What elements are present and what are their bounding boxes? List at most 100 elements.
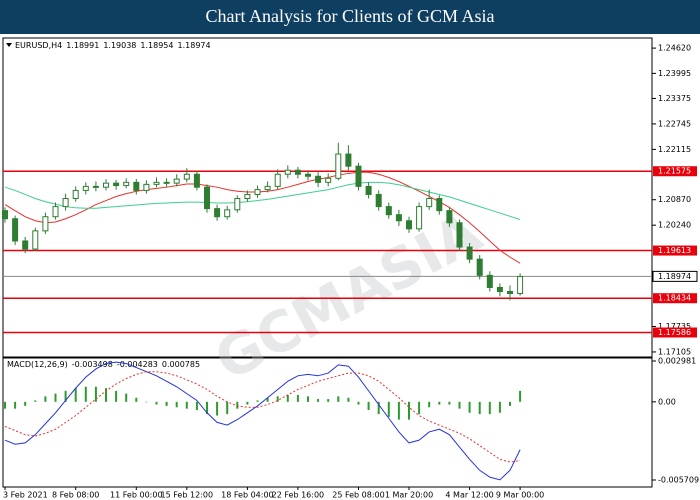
main-panel — [2, 37, 653, 358]
histogram-bar — [307, 396, 309, 402]
indicator-name: MACD(12,26,9) — [7, 360, 68, 369]
histogram-bar — [357, 401, 360, 405]
histogram-bar — [115, 390, 118, 402]
indicator-value: 0.000785 — [162, 360, 200, 369]
y-tick-label: 1.23995 — [658, 69, 691, 78]
candle-body — [103, 182, 109, 188]
indicator-value: -0.003498 — [72, 360, 113, 369]
histogram-bar — [367, 401, 370, 411]
candle-body — [193, 173, 200, 188]
histogram-bar — [377, 401, 380, 415]
histogram-bar — [488, 401, 491, 415]
y-tick-label: 1.20870 — [658, 195, 691, 204]
histogram-bar — [266, 397, 269, 402]
level-label-box — [653, 293, 697, 304]
x-tick-label: 25 Feb 08:00 — [332, 491, 384, 500]
macd-line — [4, 361, 521, 481]
candle-body — [143, 183, 150, 191]
histogram-bar — [195, 401, 198, 411]
histogram-bar — [145, 401, 148, 403]
y-tick-label: 0.00 — [658, 397, 676, 406]
candle-body — [133, 181, 140, 191]
moving-average — [4, 181, 521, 221]
candle-body — [72, 189, 79, 200]
histogram-bar — [64, 390, 67, 402]
histogram-bar — [276, 396, 279, 402]
candle-body — [2, 210, 8, 220]
ohlc-value: 1.18954 — [140, 41, 173, 50]
y-tick-label: 1.23375 — [658, 94, 691, 103]
histogram-bar — [468, 401, 471, 413]
candle-body — [62, 198, 69, 208]
ohlc-value: 1.18991 — [66, 41, 99, 50]
price-label-box — [652, 270, 698, 282]
candle-body — [254, 189, 261, 195]
level-label: 1.17586 — [658, 328, 691, 337]
level-label-box — [653, 327, 697, 338]
level-label: 1.18434 — [658, 294, 691, 303]
candle-body — [113, 182, 120, 187]
candle-body — [517, 276, 524, 295]
histogram-bar — [498, 401, 501, 413]
histogram-bar — [24, 401, 27, 406]
histogram-bar — [206, 401, 208, 415]
candle-body — [163, 181, 170, 184]
candle-body — [22, 240, 29, 250]
y-tick-label: 1.17105 — [658, 347, 691, 356]
y-tick-label: 1.17735 — [658, 322, 691, 331]
x-tick-label: 4 Mar 12:00 — [445, 491, 493, 500]
histogram-bar — [185, 401, 188, 409]
candle-body — [305, 173, 311, 177]
candle-body — [284, 169, 291, 175]
x-tick-label: 15 Feb 12:00 — [161, 491, 213, 500]
candle-body — [335, 153, 342, 179]
x-tick-label: 8 Feb 08:00 — [52, 491, 99, 500]
level-label-box — [653, 166, 697, 177]
histogram-bar — [337, 396, 340, 402]
candle-body — [234, 198, 241, 211]
candle-body — [325, 177, 332, 183]
indicator-value: -0.004283 — [117, 360, 158, 369]
candle-body — [496, 286, 503, 293]
histogram-bar — [387, 401, 390, 417]
x-tick-label: 1 Mar 20:00 — [385, 491, 433, 500]
candle-body — [365, 185, 372, 195]
histogram-bar — [54, 393, 57, 402]
histogram-bar — [226, 401, 229, 415]
histogram-bar — [296, 394, 299, 402]
y-tick-label: 0.002981 — [658, 356, 696, 365]
histogram-bar — [347, 397, 350, 402]
histogram-bar — [94, 386, 97, 402]
candle-body — [173, 178, 180, 184]
level-label-box — [653, 245, 697, 256]
macd-panel — [2, 357, 653, 488]
candle-body — [486, 274, 493, 288]
candle-body — [264, 185, 271, 191]
signal-line — [4, 371, 521, 463]
price-label: 1.18974 — [658, 272, 691, 281]
histogram-bar — [105, 388, 107, 402]
moving-average — [4, 171, 521, 264]
histogram-bar — [236, 401, 239, 409]
candle-body — [153, 181, 160, 185]
candle-body — [274, 173, 281, 187]
page-title: Chart Analysis for Clients of GCM Asia — [206, 6, 495, 26]
y-tick-label: -0.005709 — [658, 476, 699, 485]
histogram-bar — [84, 386, 87, 402]
candle-body — [82, 185, 89, 191]
ohlc-value: 1.18974 — [178, 41, 211, 50]
candle-body — [294, 169, 301, 175]
y-tick-label: 1.22745 — [658, 119, 691, 128]
indicator-info: MACD(12,26,9) -0.003498 -0.004283 0.000785 — [7, 360, 200, 369]
histogram-bar — [509, 401, 511, 406]
candle-body — [52, 206, 59, 218]
histogram-bar — [519, 390, 522, 402]
y-tick-label: 1.24620 — [658, 44, 691, 53]
candle-body — [183, 173, 190, 180]
histogram-bar — [4, 401, 6, 409]
histogram-bar — [125, 393, 128, 402]
candle-body — [395, 214, 402, 222]
histogram-bar — [175, 401, 178, 408]
histogram-bar — [418, 401, 421, 415]
candle-body — [416, 206, 423, 230]
